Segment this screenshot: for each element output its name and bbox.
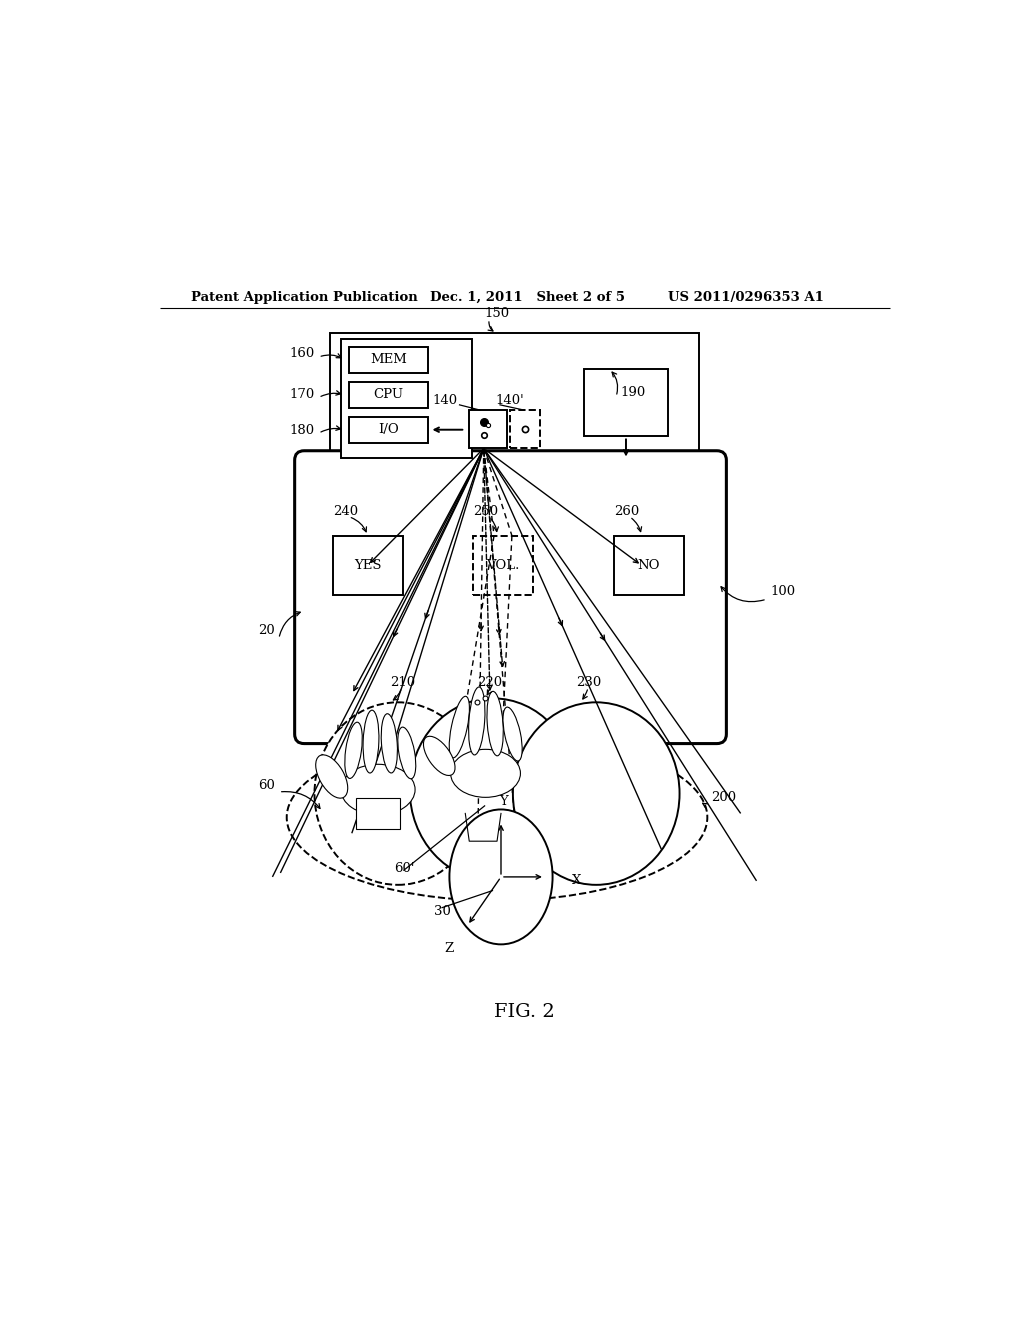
Text: 170: 170: [289, 388, 314, 401]
Ellipse shape: [345, 722, 362, 779]
Text: 60: 60: [258, 779, 274, 792]
Text: 20: 20: [258, 624, 274, 638]
Text: 150: 150: [484, 308, 510, 319]
Text: 240: 240: [333, 506, 357, 519]
Ellipse shape: [315, 755, 348, 799]
Bar: [510, 411, 540, 449]
Bar: [469, 411, 507, 449]
Text: X: X: [572, 874, 582, 887]
Ellipse shape: [287, 734, 708, 900]
Text: Z: Z: [444, 942, 454, 954]
Text: 100: 100: [771, 585, 796, 598]
Text: FIG. 2: FIG. 2: [495, 1003, 555, 1020]
Text: Dec. 1, 2011   Sheet 2 of 5: Dec. 1, 2011 Sheet 2 of 5: [430, 292, 625, 304]
Text: 220: 220: [477, 676, 503, 689]
Ellipse shape: [450, 809, 553, 944]
Ellipse shape: [381, 714, 397, 774]
Ellipse shape: [364, 710, 379, 774]
Ellipse shape: [503, 708, 522, 762]
Text: 140': 140': [496, 395, 524, 408]
Text: Patent Application Publication: Patent Application Publication: [191, 292, 418, 304]
Ellipse shape: [410, 698, 577, 880]
Text: 250: 250: [473, 506, 499, 519]
Bar: [356, 799, 399, 829]
Ellipse shape: [341, 764, 415, 814]
Text: VOL.: VOL.: [486, 558, 519, 572]
Text: 200: 200: [712, 791, 736, 804]
Text: 230: 230: [577, 676, 602, 689]
Text: 160: 160: [289, 347, 314, 359]
Ellipse shape: [513, 702, 680, 884]
FancyBboxPatch shape: [295, 450, 726, 743]
Ellipse shape: [487, 692, 503, 756]
Bar: [348, 347, 428, 374]
Bar: [348, 417, 428, 442]
Text: CPU: CPU: [373, 388, 403, 401]
Bar: [473, 536, 532, 595]
Text: 210: 210: [390, 676, 415, 689]
Bar: [333, 536, 402, 595]
Text: 180: 180: [290, 424, 314, 437]
Text: NO: NO: [637, 558, 659, 572]
Text: 140: 140: [432, 395, 458, 408]
Ellipse shape: [451, 750, 520, 797]
Ellipse shape: [424, 737, 455, 775]
Text: 190: 190: [620, 387, 645, 400]
Ellipse shape: [450, 696, 469, 758]
Text: US 2011/0296353 A1: US 2011/0296353 A1: [668, 292, 823, 304]
Ellipse shape: [314, 702, 481, 884]
Text: I/O: I/O: [378, 424, 398, 436]
Text: YES: YES: [354, 558, 381, 572]
Bar: [341, 339, 472, 458]
Text: 260: 260: [613, 506, 639, 519]
Bar: [331, 333, 699, 465]
Text: Y: Y: [499, 795, 508, 808]
Text: 30: 30: [433, 904, 451, 917]
Text: MEM: MEM: [370, 354, 407, 367]
Bar: [585, 370, 668, 437]
Text: 60': 60': [394, 862, 415, 875]
Ellipse shape: [397, 727, 416, 779]
Bar: [348, 381, 428, 408]
Ellipse shape: [469, 686, 485, 755]
Bar: [613, 536, 684, 595]
